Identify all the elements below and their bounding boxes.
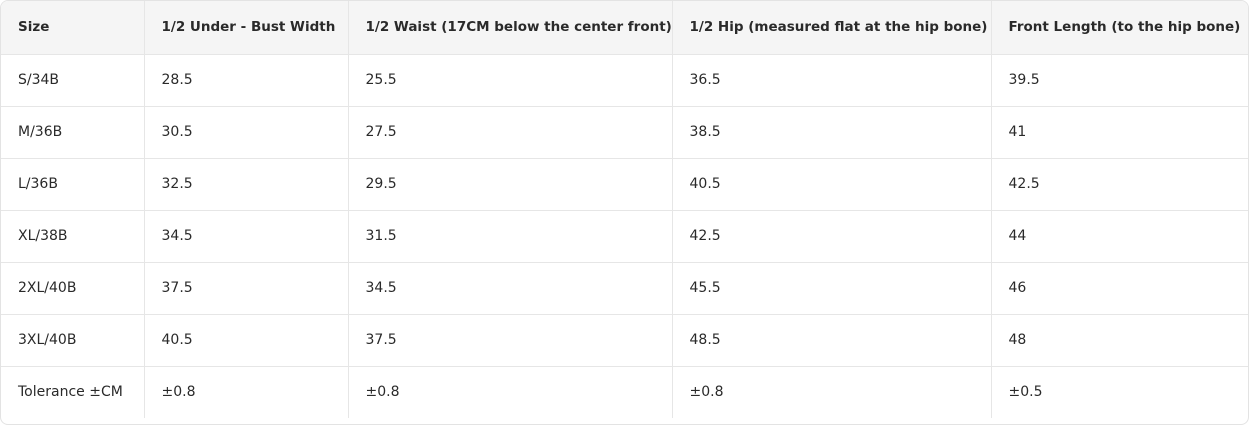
measurement-cell: 48.5 [672, 314, 992, 367]
measurement-cell: 30.5 [144, 106, 349, 159]
header-cell: 1/2 Hip (measured flat at the hip bone) [672, 1, 992, 55]
measurement-cell: 39.5 [991, 54, 1248, 107]
measurement-cell: 34.5 [144, 210, 349, 263]
size-cell: M/36B [1, 106, 145, 159]
measurement-cell: 27.5 [348, 106, 673, 159]
header-cell: 1/2 Under - Bust Width [144, 1, 349, 55]
measurement-cell: ±0.8 [348, 366, 673, 418]
measurement-cell: 48 [991, 314, 1248, 367]
measurement-cell: 40.5 [672, 158, 992, 211]
header-cell: Size [1, 1, 145, 55]
measurement-cell: 44 [991, 210, 1248, 263]
table-row: 3XL/40B 40.5 37.5 48.5 48 [1, 314, 1248, 367]
table-row: XL/38B 34.5 31.5 42.5 44 [1, 210, 1248, 263]
measurement-cell: 45.5 [672, 262, 992, 315]
size-cell: 3XL/40B [1, 314, 145, 367]
table-row: S/34B 28.5 25.5 36.5 39.5 [1, 54, 1248, 107]
table-body: S/34B 28.5 25.5 36.5 39.5 M/36B 30.5 27.5 38.5 41… [1, 54, 1248, 418]
measurement-cell: 36.5 [672, 54, 992, 107]
measurement-cell: ±0.8 [144, 366, 349, 418]
measurement-cell: 38.5 [672, 106, 992, 159]
measurement-cell: 32.5 [144, 158, 349, 211]
header-cell: Front Length (to the hip bone) [991, 1, 1248, 55]
table-row: M/36B 30.5 27.5 38.5 41 [1, 106, 1248, 159]
size-cell: S/34B [1, 54, 145, 107]
measurement-cell: 42.5 [991, 158, 1248, 211]
measurement-cell: 42.5 [672, 210, 992, 263]
size-cell: 2XL/40B [1, 262, 145, 315]
size-cell: XL/38B [1, 210, 145, 263]
header-row: Size 1/2 Under - Bust Width 1/2 Waist (17C… [1, 1, 1248, 55]
measurement-cell: 25.5 [348, 54, 673, 107]
measurement-cell: 34.5 [348, 262, 673, 315]
measurement-cell: 41 [991, 106, 1248, 159]
measurement-cell: 40.5 [144, 314, 349, 367]
table-row: 2XL/40B 37.5 34.5 45.5 46 [1, 262, 1248, 315]
size-cell: L/36B [1, 158, 145, 211]
measurement-cell: 46 [991, 262, 1248, 315]
measurement-cell: ±0.8 [672, 366, 992, 418]
table-row: L/36B 32.5 29.5 40.5 42.5 [1, 158, 1248, 211]
measurement-cell: 37.5 [144, 262, 349, 315]
measurement-cell: ±0.5 [1008, 384, 1043, 401]
measurement-cell: 29.5 [348, 158, 673, 211]
header-cell: 1/2 Waist (17CM below the center front) [348, 1, 673, 55]
measurement-cell: 31.5 [348, 210, 673, 263]
measurement-cell: 28.5 [144, 54, 349, 107]
size-cell: Tolerance ±CM [1, 366, 145, 418]
measurement-cell: 37.5 [348, 314, 673, 367]
table-row: Tolerance ±CM ±0.8 ±0.8 ±0.8 ±0.5 [1, 366, 1248, 418]
size-table: Size 1/2 Under - Bust Width 1/2 Waist (17C… [1, 1, 1248, 418]
